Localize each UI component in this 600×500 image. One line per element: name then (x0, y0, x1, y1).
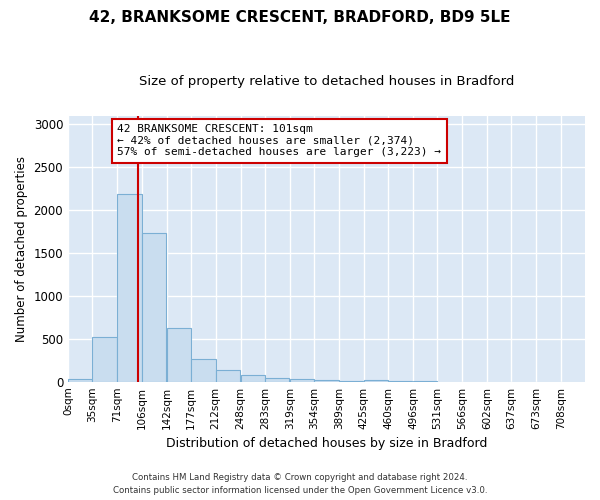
Bar (167, 328, 191, 382)
Bar (92, 337, 117, 382)
Bar (142, 233, 166, 382)
Title: Size of property relative to detached houses in Bradford: Size of property relative to detached ho… (139, 75, 514, 88)
Text: 42, BRANKSOME CRESCENT, BRADFORD, BD9 5LE: 42, BRANKSOME CRESCENT, BRADFORD, BD9 5L… (89, 10, 511, 25)
Text: 42 BRANKSOME CRESCENT: 101sqm
← 42% of detached houses are smaller (2,374)
57% o: 42 BRANKSOME CRESCENT: 101sqm ← 42% of d… (118, 124, 442, 158)
Bar (265, 378, 289, 382)
Bar (364, 380, 388, 382)
Bar (290, 378, 314, 382)
Bar (191, 358, 215, 382)
Text: Contains HM Land Registry data © Crown copyright and database right 2024.
Contai: Contains HM Land Registry data © Crown c… (113, 474, 487, 495)
Bar (118, 194, 142, 382)
Bar (241, 375, 265, 382)
Bar (68, 379, 92, 382)
Bar (215, 370, 240, 382)
Bar (338, 381, 363, 382)
X-axis label: Distribution of detached houses by size in Bradford: Distribution of detached houses by size … (166, 437, 487, 450)
Bar (314, 380, 338, 382)
Y-axis label: Number of detached properties: Number of detached properties (15, 156, 28, 342)
